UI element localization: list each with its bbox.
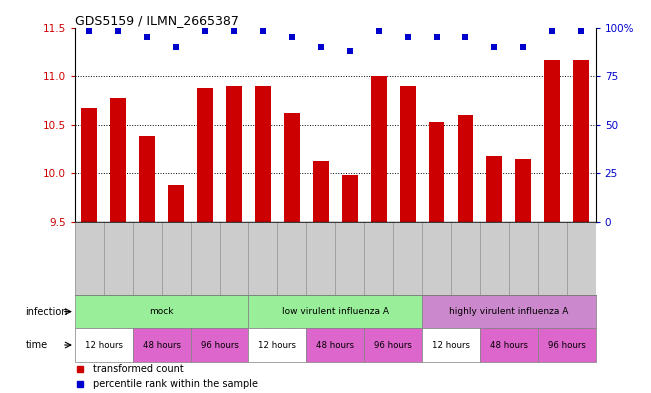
Bar xyxy=(255,86,271,222)
Bar xyxy=(284,113,300,222)
Bar xyxy=(226,86,242,222)
Bar xyxy=(538,328,596,362)
Bar xyxy=(168,185,184,222)
Bar xyxy=(458,115,473,222)
Point xyxy=(142,34,152,40)
Text: GDS5159 / ILMN_2665387: GDS5159 / ILMN_2665387 xyxy=(75,15,239,28)
Bar xyxy=(110,97,126,222)
Bar xyxy=(313,161,329,222)
Point xyxy=(576,28,587,35)
Bar xyxy=(307,328,364,362)
Bar xyxy=(249,295,422,328)
Point xyxy=(344,48,355,54)
Bar xyxy=(422,295,596,328)
Text: low virulent influenza A: low virulent influenza A xyxy=(282,307,389,316)
Point xyxy=(200,28,210,35)
Bar xyxy=(544,60,561,222)
Point xyxy=(113,28,124,35)
Text: percentile rank within the sample: percentile rank within the sample xyxy=(93,378,258,389)
Point xyxy=(84,28,94,35)
Point xyxy=(518,44,529,50)
Text: 48 hours: 48 hours xyxy=(490,340,528,349)
Bar xyxy=(197,88,213,222)
Point xyxy=(432,34,442,40)
Bar xyxy=(486,156,503,222)
Text: time: time xyxy=(25,340,48,350)
Bar xyxy=(342,175,357,222)
Text: transformed count: transformed count xyxy=(93,364,184,374)
Text: highly virulent influenza A: highly virulent influenza A xyxy=(449,307,568,316)
Bar xyxy=(574,60,589,222)
Bar xyxy=(422,328,480,362)
Bar xyxy=(81,108,97,222)
Text: 48 hours: 48 hours xyxy=(143,340,181,349)
Point xyxy=(171,44,182,50)
Point xyxy=(547,28,557,35)
Text: 96 hours: 96 hours xyxy=(201,340,238,349)
Bar xyxy=(400,86,415,222)
Text: 12 hours: 12 hours xyxy=(85,340,123,349)
Bar xyxy=(191,328,249,362)
Point xyxy=(460,34,471,40)
Point xyxy=(489,44,499,50)
Bar xyxy=(75,295,249,328)
Bar xyxy=(370,76,387,222)
Bar xyxy=(516,159,531,222)
Point xyxy=(229,28,239,35)
Point xyxy=(374,28,384,35)
Point xyxy=(402,34,413,40)
Bar xyxy=(133,328,191,362)
Text: 12 hours: 12 hours xyxy=(258,340,296,349)
Point xyxy=(286,34,297,40)
Text: 96 hours: 96 hours xyxy=(374,340,412,349)
Bar xyxy=(75,328,133,362)
Text: 12 hours: 12 hours xyxy=(432,340,470,349)
Bar xyxy=(364,328,422,362)
Text: 48 hours: 48 hours xyxy=(316,340,354,349)
Text: 96 hours: 96 hours xyxy=(547,340,586,349)
Bar xyxy=(480,328,538,362)
Text: infection: infection xyxy=(25,307,68,317)
Bar xyxy=(139,136,155,222)
Point xyxy=(258,28,268,35)
Bar xyxy=(249,328,307,362)
Bar xyxy=(428,122,445,222)
Point xyxy=(316,44,326,50)
Text: mock: mock xyxy=(150,307,174,316)
